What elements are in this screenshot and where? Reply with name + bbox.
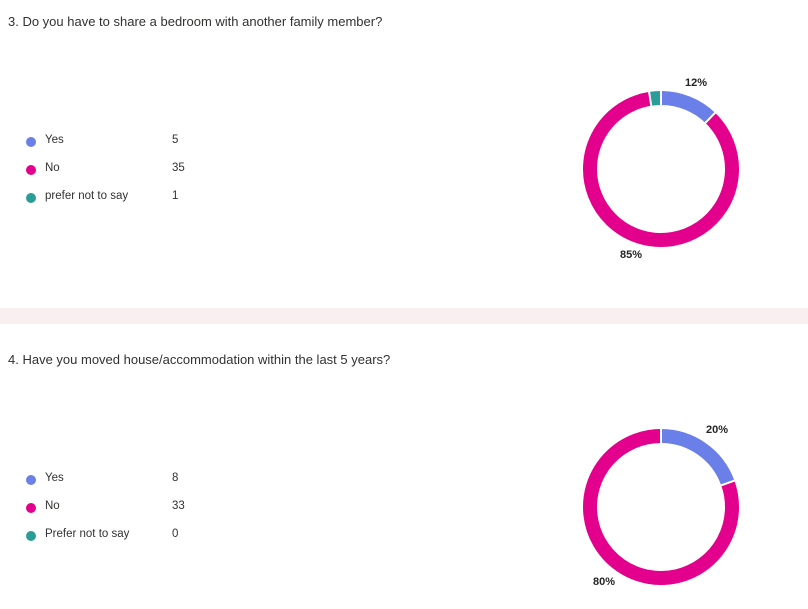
data-label-no: 80% xyxy=(593,576,615,588)
question-title: 4. Have you moved house/accommodation wi… xyxy=(8,352,391,367)
legend-label: No xyxy=(45,162,60,174)
question-4-section: 4. Have you moved house/accommodation wi… xyxy=(0,324,808,609)
legend-swatch xyxy=(26,137,36,147)
legend-label: Prefer not to say xyxy=(45,528,130,540)
donut-slice-no xyxy=(583,429,739,585)
legend-label: Yes xyxy=(45,134,64,146)
legend-count: 8 xyxy=(172,472,179,484)
donut-slice-yes xyxy=(660,91,716,124)
legend-label: No xyxy=(45,500,60,512)
donut-chart: 12% 85% xyxy=(583,77,739,261)
section-divider xyxy=(0,308,808,324)
legend-count: 0 xyxy=(172,528,179,540)
legend-swatch xyxy=(26,165,36,175)
donut-slice-no xyxy=(583,91,739,247)
legend-label: Yes xyxy=(45,472,64,484)
legend-count: 33 xyxy=(172,500,185,512)
legend-swatch xyxy=(26,531,36,541)
legend-count: 5 xyxy=(172,134,179,146)
legend-count: 1 xyxy=(172,190,179,202)
question-title: 3. Do you have to share a bedroom with a… xyxy=(8,14,383,29)
legend-count: 35 xyxy=(172,162,185,174)
legend-label: prefer not to say xyxy=(45,190,129,202)
donut-slice-yes xyxy=(660,429,735,486)
data-label-yes: 12% xyxy=(685,77,707,89)
legend-swatch xyxy=(26,475,36,485)
question-3-section: 3. Do you have to share a bedroom with a… xyxy=(8,14,739,261)
legend-swatch xyxy=(26,193,36,203)
slice-separator xyxy=(647,90,653,107)
data-label-no: 85% xyxy=(620,249,642,261)
legend-swatch xyxy=(26,503,36,513)
donut-slice-prefer-not-to-say xyxy=(649,91,662,106)
slice-separator xyxy=(703,111,717,125)
slice-separator xyxy=(719,479,736,487)
data-label-yes: 20% xyxy=(706,424,728,436)
donut-chart: 20% 80% xyxy=(583,424,739,588)
